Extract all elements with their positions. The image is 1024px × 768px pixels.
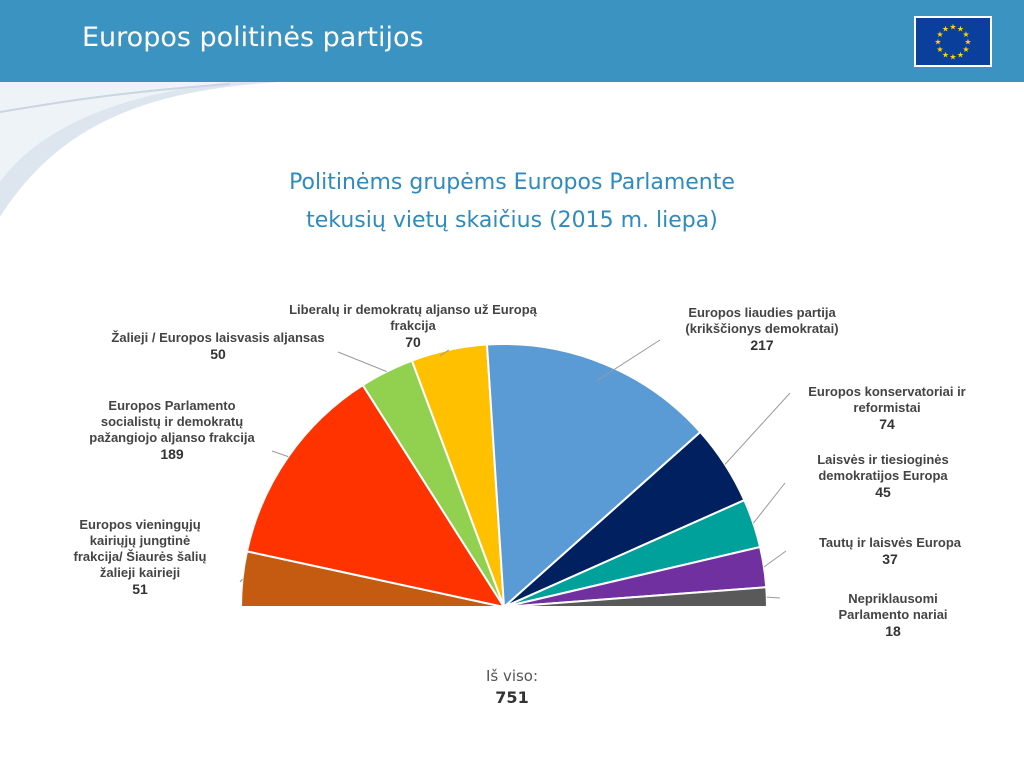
flag-star-icon: ★ [964, 38, 971, 47]
slice-label-8: Nepriklausomi Parlamento nariai 18 [838, 591, 947, 639]
flag-star-icon: ★ [957, 25, 964, 34]
flag-star-icon: ★ [942, 51, 949, 60]
flag-star-icon: ★ [942, 25, 949, 34]
slice-value: 45 [875, 484, 891, 500]
slice-label-4: Europos liaudies partija (krikščionys dem… [685, 305, 838, 353]
slice-label-0: Europos vieningųjų kairiųjų jungtinė frakc… [74, 517, 207, 597]
slice-label-2: Žalieji / Europos laisvasis aljansas 50 [111, 330, 324, 362]
eu-flag-stars: ★ ★★★★★★★★★★★ [934, 23, 971, 62]
flag-star-icon: ★ [962, 45, 969, 54]
leader-line-0 [239, 578, 243, 583]
flag-star-icon: ★ [936, 45, 943, 54]
slice-value: 50 [210, 346, 226, 362]
slice-value: 74 [879, 416, 895, 432]
slice-label-7: Tautų ir laisvės Europa 37 [819, 535, 961, 567]
leader-line-1 [271, 450, 289, 458]
slice-label-3: Liberalų ir demokratų aljanso už Europą f… [289, 302, 537, 350]
slice-label-line: (krikščionys demokratai) [685, 321, 839, 336]
header-bar: Europos politinės partijos ★ ★ ★ ★ ★ ★ ★ ★ ★ ★ ★ ★ [0, 0, 1024, 82]
leader-line-2 [337, 351, 387, 373]
pie-slice-4 [485, 343, 702, 610]
flag-star-icon: ★ [949, 23, 956, 32]
decorative-swoosh [0, 82, 280, 217]
slice-value: 70 [405, 334, 421, 350]
slice-label-6: Laisvės ir tiesioginės demokratijos Europ… [817, 452, 949, 500]
flag-star-icon: ★ [934, 38, 941, 47]
leader-line-7 [763, 550, 787, 568]
slice-label-line: Liberalų ir demokratų aljanso už Europą [289, 302, 537, 317]
slice-label-1: Europos Parlamento socialistų ir demokrat… [89, 398, 254, 462]
chart-title-line-2: tekusių vietų skaičius (2015 m. liepa) [306, 208, 718, 233]
flag-star-icon: ★ [962, 30, 969, 39]
total-caption: Iš viso: [485, 667, 539, 685]
leader-line-5 [724, 392, 791, 465]
slice-label-line: Žalieji / Europos laisvasis aljansas [111, 330, 325, 345]
chart-title-line-1: Politinėms grupėms Europos Parlamente [289, 170, 735, 195]
slice-label-line: Tautų ir laisvės Europa [818, 535, 962, 550]
leader-line-6 [752, 482, 786, 524]
slice-label-line: Parlamento nariai [838, 607, 948, 622]
slice-label-line: kairiųjų jungtinė [89, 533, 191, 548]
flag-star-icon: ★ [936, 30, 943, 39]
slice-value: 51 [132, 581, 148, 597]
slice-label-line: Europos Parlamento [108, 398, 236, 413]
slice-value: 37 [882, 551, 898, 567]
slice-label-line: pažangiojo aljanso frakcija [89, 430, 255, 445]
page-title: Europos politinės partijos [82, 22, 424, 53]
slice-label-line: Europos vieningųjų [79, 517, 201, 532]
leader-line-4 [596, 339, 661, 382]
slice-label-line: socialistų ir demokratų [100, 414, 244, 429]
total-value: 751 [495, 688, 529, 707]
slice-label-line: reformistai [853, 400, 921, 415]
slice-label-line: žalieji kairieji [99, 565, 181, 580]
slice-label-5: Europos konservatoriai ir reformistai 74 [808, 384, 966, 432]
slice-label-line: Nepriklausomi [848, 591, 938, 606]
slice-label-line: Europos liaudies partija [688, 305, 836, 320]
slice-label-line: demokratijos Europa [818, 468, 948, 483]
leader-line-8 [766, 596, 781, 599]
slice-value: 189 [160, 446, 184, 462]
slice-value: 18 [885, 623, 901, 639]
slice-label-line: frakcija [390, 318, 436, 333]
leader-line-3 [439, 349, 450, 357]
slice-value: 217 [750, 337, 774, 353]
slice-label-line: Laisvės ir tiesioginės [817, 452, 949, 467]
slice-label-line: frakcija/ Šiaurės šalių [73, 549, 207, 564]
flag-star-icon: ★ [949, 53, 956, 62]
eu-flag-icon: ★ ★ ★ ★ ★ ★ ★ ★ ★ ★ ★ ★ [914, 16, 992, 67]
slice-label-line: Europos konservatoriai ir [808, 384, 966, 399]
flag-star-icon: ★ [957, 51, 964, 60]
